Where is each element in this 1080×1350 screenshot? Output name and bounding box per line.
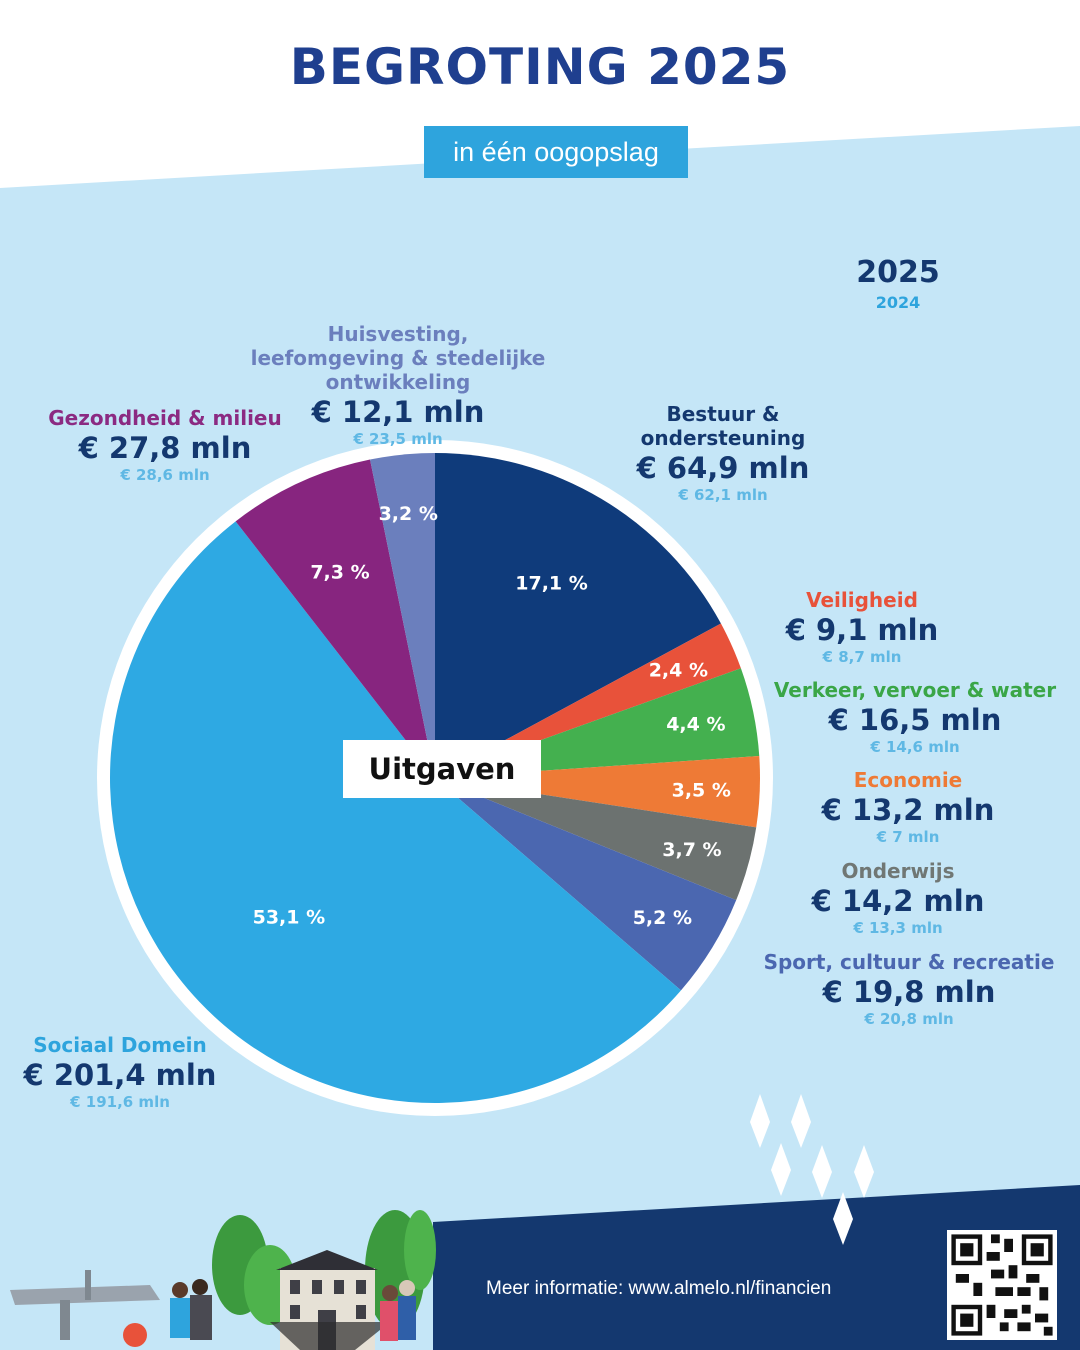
slice-percent-label-7: 7,3 % [310, 561, 369, 583]
slice-percent-label-3: 3,5 % [672, 779, 731, 801]
slice-percent-label-1: 2,4 % [649, 659, 708, 681]
category-name: Economie [853, 768, 963, 792]
legend-current-year: 2025 [856, 255, 940, 290]
label-gezondheid: Gezondheid & milieu € 27,8 mln € 28,6 ml… [40, 406, 290, 484]
drop-decoration [750, 1094, 874, 1245]
footer-band [433, 1185, 1080, 1350]
amount-2024: € 7 mln [876, 828, 940, 846]
category-name: Onderwijs [841, 859, 955, 883]
pie-slice-7 [235, 459, 435, 778]
pie-center-label: Uitgaven [343, 740, 541, 798]
pie-slice-8 [370, 453, 435, 778]
more-info-link[interactable]: Meer informatie: www.almelo.nl/financien [486, 1278, 832, 1299]
amount-2025: € 19,8 mln [822, 975, 996, 1009]
amount-2025: € 27,8 mln [78, 431, 252, 465]
category-name: Sociaal Domein [33, 1033, 207, 1057]
town-illustration [10, 1210, 436, 1350]
subtitle-badge: in één oogopslag [424, 126, 688, 178]
pie-slice-1 [435, 623, 741, 778]
amount-2025: € 64,9 mln [636, 451, 810, 485]
label-huisvesting: Huisvesting, leefomgeving & stedelijke o… [240, 322, 556, 448]
amount-2024: € 23,5 mln [353, 430, 443, 448]
slice-percent-label-4: 3,7 % [662, 839, 721, 861]
label-bestuur: Bestuur & ondersteuning € 64,9 mln € 62,… [610, 402, 836, 504]
category-name: Huisvesting, leefomgeving & stedelijke o… [250, 322, 546, 394]
pie-slice-4 [435, 778, 757, 901]
pie-slice-0 [435, 453, 721, 778]
category-name: Gezondheid & milieu [48, 406, 282, 430]
label-economie: Economie € 13,2 mln € 7 mln [788, 768, 1028, 846]
amount-2024: € 28,6 mln [120, 466, 210, 484]
legend-previous-year: 2024 [875, 293, 921, 312]
label-veiligheid: Veiligheid € 9,1 mln € 8,7 mln [762, 588, 962, 666]
amount-2025: € 12,1 mln [311, 395, 485, 429]
qr-code[interactable] [947, 1230, 1057, 1340]
amount-2024: € 8,7 mln [822, 648, 902, 666]
amount-2025: € 201,4 mln [23, 1058, 217, 1092]
amount-2025: € 14,2 mln [811, 884, 985, 918]
slice-percent-label-5: 5,2 % [633, 907, 692, 929]
label-sport: Sport, cultuur & recreatie € 19,8 mln € … [756, 950, 1062, 1028]
pie-slice-6 [110, 521, 681, 1103]
amount-2025: € 13,2 mln [821, 793, 995, 827]
slice-percent-label-8: 3,2 % [379, 503, 438, 525]
amount-2024: € 62,1 mln [678, 486, 768, 504]
slice-percent-label-0: 17,1 % [515, 573, 588, 595]
amount-2025: € 9,1 mln [785, 613, 939, 647]
amount-2024: € 20,8 mln [864, 1010, 954, 1028]
category-name: Verkeer, vervoer & water [773, 678, 1057, 702]
amount-2024: € 14,6 mln [870, 738, 960, 756]
label-sociaal-domein: Sociaal Domein € 201,4 mln € 191,6 mln [10, 1033, 230, 1111]
category-name: Veiligheid [806, 588, 918, 612]
category-name: Bestuur & ondersteuning [640, 402, 806, 450]
amount-2024: € 191,6 mln [70, 1093, 170, 1111]
label-onderwijs: Onderwijs € 14,2 mln € 13,3 mln [778, 859, 1018, 937]
pie-slice-5 [435, 778, 737, 991]
label-verkeer: Verkeer, vervoer & water € 16,5 mln € 14… [762, 678, 1068, 756]
slice-percent-label-6: 53,1 % [253, 907, 326, 929]
amount-2025: € 16,5 mln [828, 703, 1002, 737]
amount-2024: € 13,3 mln [853, 919, 943, 937]
slice-percent-label-2: 4,4 % [666, 713, 725, 735]
category-name: Sport, cultuur & recreatie [763, 950, 1055, 974]
page-title: BEGROTING 2025 [289, 38, 791, 96]
